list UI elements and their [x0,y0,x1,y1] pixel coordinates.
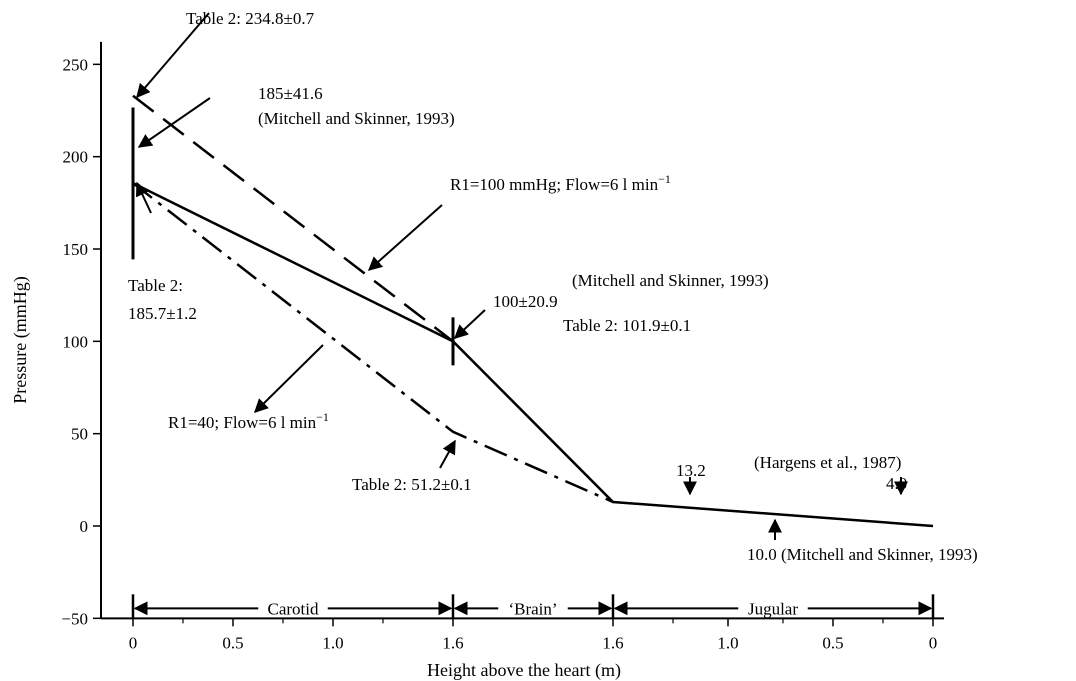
annotation-5: 185.7±1.2 [128,304,197,323]
y-axis-title: Pressure (mmHg) [10,276,31,403]
annotation-arrow [453,309,486,339]
annotation-1: 185±41.6 [258,84,323,103]
series-line-dot [452,340,614,503]
annotation-2: (Mitchell and Skinner, 1993) [258,109,455,128]
annotation-arrow [439,439,456,469]
x-axis-title: Height above the heart (m) [427,660,621,681]
x-tick-label: 0.5 [822,633,843,652]
annotation-0: Table 2: 234.8±0.7 [186,9,315,28]
annotation-arrow [367,204,443,271]
y-tick-label: 0 [80,517,89,536]
segment-label-2: Jugular [748,599,798,618]
annotation-arrow [137,97,211,148]
annotation-arrow [254,344,324,413]
annotation-8: Table 2: 101.9±0.1 [563,316,691,335]
x-tick-label: 1.6 [442,633,463,652]
x-tick-label: 1.0 [322,633,343,652]
y-tick-label: 50 [71,425,88,444]
annotation-7: 100±20.9 [493,292,558,311]
series-line-dash [132,94,454,343]
annotation-9: R1=40; Flow=6 l min−1 [168,410,329,432]
y-tick-label: 150 [63,240,89,259]
annotation-10: Table 2: 51.2±0.1 [352,475,472,494]
annotation-arrow [136,12,210,99]
annotation-13: 4.0 [886,474,907,493]
annotation-4: Table 2: [128,276,183,295]
annotation-6: (Mitchell and Skinner, 1993) [572,271,769,290]
segment-label-0: Carotid [268,599,319,618]
x-tick-label: 1.6 [602,633,623,652]
x-tick-label: 0.5 [222,633,243,652]
x-tick-label: 0 [129,633,138,652]
x-tick-label: 0 [929,633,938,652]
y-tick-label: 100 [63,332,89,351]
annotation-11: 13.2 [676,461,706,480]
annotation-12: (Hargens et al., 1987) [754,453,901,472]
segment-label-1: ‘Brain’ [508,599,557,618]
annotation-arrow [135,181,152,214]
x-tick-label: 1.0 [717,633,738,652]
y-tick-label: −50 [61,609,88,628]
annotation-14: 10.0 (Mitchell and Skinner, 1993) [747,545,978,564]
y-tick-label: 200 [63,148,89,167]
y-tick-label: 250 [63,55,89,74]
series-line-dashdot [132,182,614,504]
annotation-3: R1=100 mmHg; Flow=6 l min−1 [450,172,671,194]
series-line-solid [132,181,934,528]
